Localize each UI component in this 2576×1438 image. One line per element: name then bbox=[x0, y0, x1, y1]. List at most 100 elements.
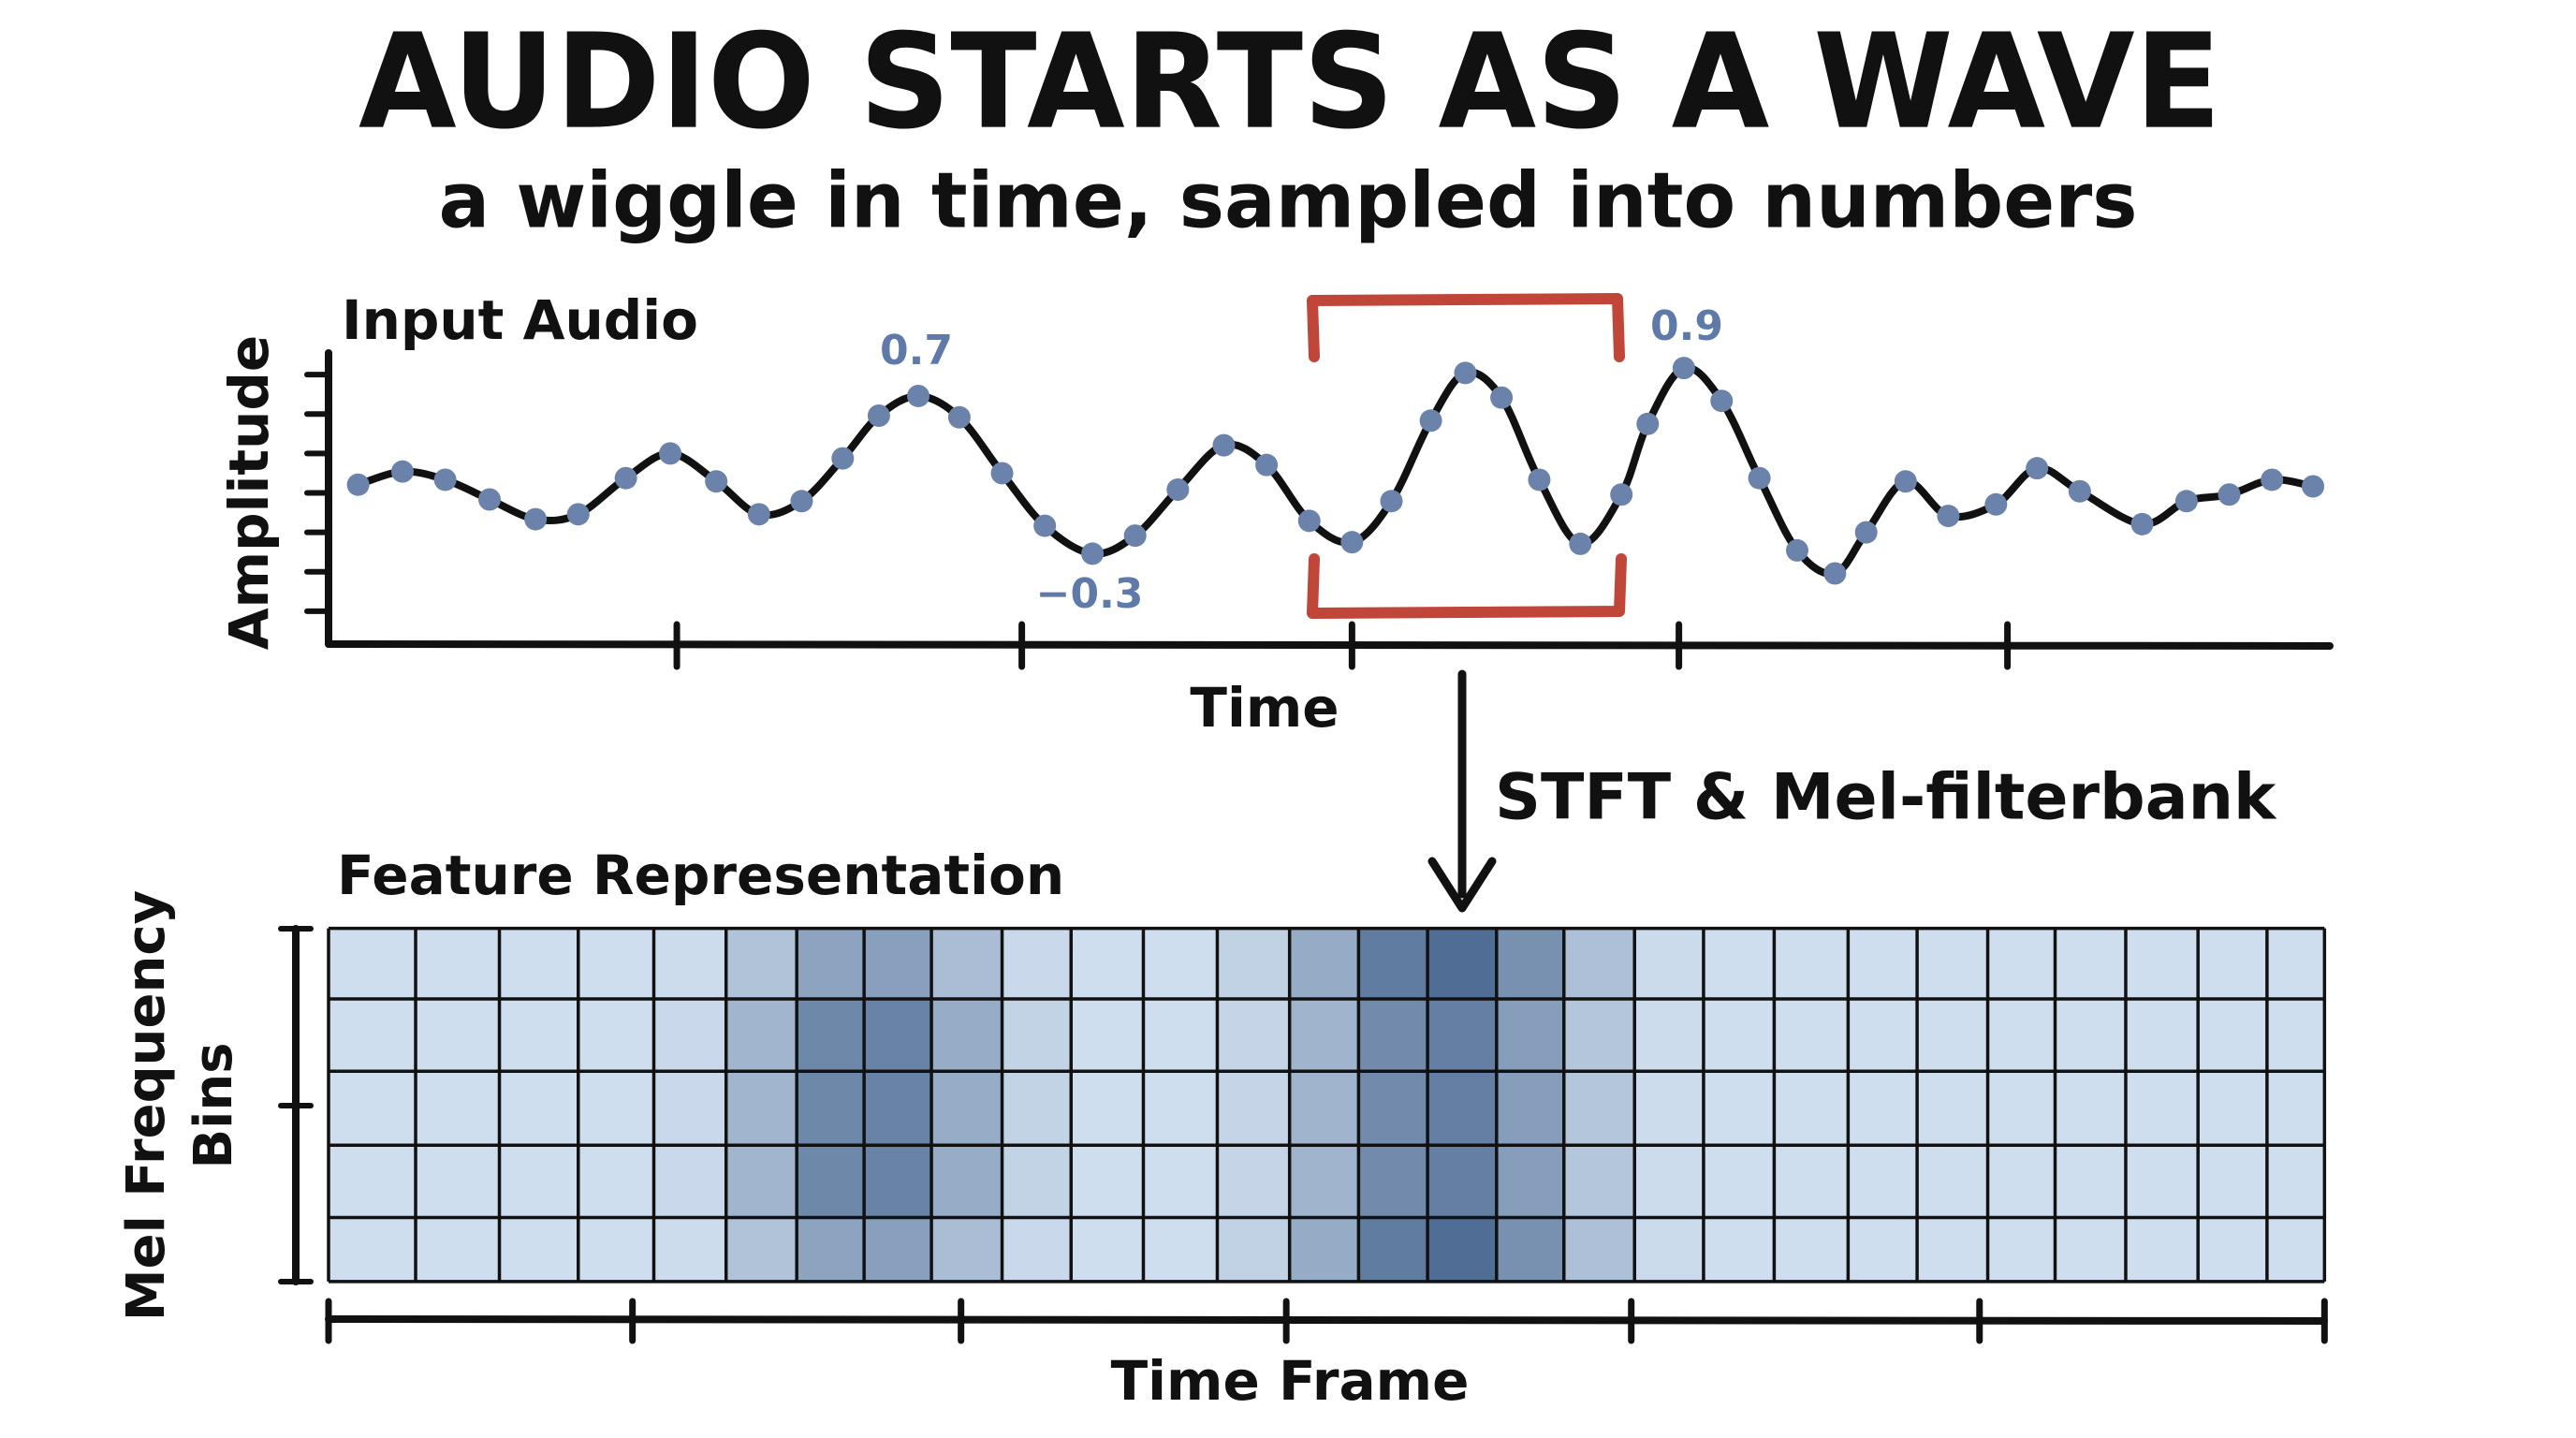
heatmap-cell bbox=[2125, 1145, 2199, 1218]
heatmap-cell bbox=[499, 1145, 578, 1218]
heatmap-cell bbox=[725, 928, 798, 1000]
heatmap-cell bbox=[1563, 928, 1635, 1000]
sample-point bbox=[1984, 492, 2008, 516]
heatmap-cell bbox=[1917, 928, 1988, 1000]
sample-point bbox=[1528, 468, 1551, 492]
sample-point bbox=[2068, 479, 2091, 503]
heatmap-cell bbox=[1427, 928, 1497, 1000]
sample-point bbox=[705, 470, 728, 493]
heatmap-cell bbox=[2125, 1217, 2199, 1282]
heatmap-cell bbox=[1496, 1071, 1564, 1146]
arrow-label: STFT & Mel-filterbank bbox=[1495, 761, 2277, 835]
sample-point bbox=[1380, 490, 1403, 513]
heatmap-cell bbox=[1917, 999, 1988, 1072]
sample-point bbox=[1166, 477, 1190, 501]
title: AUDIO STARTS AS A WAVE bbox=[359, 7, 2221, 159]
heatmap-cell bbox=[864, 1071, 932, 1146]
heatmap-cell bbox=[1217, 1071, 1290, 1146]
heatmap-cell bbox=[1217, 999, 1290, 1072]
heatmap-cell bbox=[864, 999, 932, 1072]
sample-point bbox=[1672, 357, 1695, 380]
sample-point bbox=[867, 404, 890, 428]
y-axis-label: Bins bbox=[183, 1042, 244, 1168]
heatmap-cell bbox=[2266, 1217, 2325, 1282]
heatmap-cell bbox=[1217, 1217, 1290, 1282]
sample-point bbox=[1894, 470, 1917, 493]
heatmap-cell bbox=[1987, 1217, 2056, 1282]
heatmap-cell bbox=[1002, 928, 1072, 1000]
heatmap-cell bbox=[1703, 928, 1775, 1000]
sample-point bbox=[1212, 433, 1236, 457]
peak-annotation: 0.7 bbox=[880, 327, 953, 374]
heatmap-cell bbox=[416, 928, 500, 1000]
heatmap-cell bbox=[653, 1071, 726, 1146]
heatmap-cell bbox=[578, 1145, 654, 1218]
sample-point bbox=[346, 473, 370, 496]
x-axis-label: Time bbox=[1190, 676, 1339, 740]
heatmap-cell bbox=[1987, 1071, 2056, 1146]
heatmap-cell bbox=[1358, 928, 1428, 1000]
heatmap-cell bbox=[1289, 1145, 1359, 1218]
sample-point bbox=[1937, 505, 1960, 528]
arrow-head bbox=[1427, 857, 1497, 913]
heatmap-cell bbox=[1634, 1217, 1704, 1282]
heatmap-cell bbox=[2125, 999, 2199, 1072]
sample-point bbox=[2302, 475, 2325, 498]
window-bracket bbox=[1307, 293, 1625, 362]
heatmap-cell bbox=[416, 999, 500, 1072]
heatmap-cell bbox=[2266, 928, 2325, 1000]
heatmap-cell bbox=[1634, 1071, 1704, 1146]
heatmap-cell bbox=[578, 1217, 654, 1282]
heatmap-cell bbox=[1358, 1071, 1428, 1146]
heatmap-cell bbox=[1563, 1071, 1635, 1146]
sample-point bbox=[2217, 483, 2241, 506]
heatmap-cell bbox=[931, 1145, 1003, 1218]
heatmap-cell bbox=[1987, 1145, 2056, 1218]
heatmap-cell bbox=[1002, 1145, 1072, 1218]
trough-annotation: −0.3 bbox=[1036, 570, 1144, 618]
heatmap-cell bbox=[653, 999, 726, 1072]
sample-point bbox=[1490, 386, 1514, 409]
heatmap-cell bbox=[2055, 1071, 2126, 1146]
heatmap-cell bbox=[499, 1217, 578, 1282]
heatmap-cell bbox=[725, 1145, 798, 1218]
heatmap-cell bbox=[1563, 1217, 1635, 1282]
heatmap-cell bbox=[2055, 1217, 2126, 1282]
heatmap-cell bbox=[1703, 1145, 1775, 1218]
heatmap-cell bbox=[2198, 1071, 2267, 1146]
heatmap-cell bbox=[1774, 928, 1849, 1000]
y-axis-label: Amplitude bbox=[217, 335, 281, 650]
panel-label: Feature Representation bbox=[337, 844, 1064, 907]
sample-point bbox=[1123, 524, 1147, 548]
heatmap-cell bbox=[931, 1217, 1003, 1282]
heatmap-cell bbox=[499, 928, 578, 1000]
heatmap-cell bbox=[1071, 1145, 1144, 1218]
waveform bbox=[357, 363, 2314, 579]
heatmap-cell bbox=[329, 1217, 417, 1282]
sample-point bbox=[1454, 361, 1477, 385]
heatmap-cell bbox=[653, 1217, 726, 1282]
heatmap-cell bbox=[1289, 999, 1359, 1072]
sample-point bbox=[907, 384, 930, 407]
sample-point bbox=[1081, 542, 1105, 565]
sample-point bbox=[1636, 412, 1660, 435]
sample-point bbox=[790, 490, 813, 513]
x-axis bbox=[325, 1315, 2328, 1325]
heatmap-cell bbox=[1563, 1145, 1635, 1218]
heatmap-cell bbox=[725, 999, 798, 1072]
heatmap-cell bbox=[1774, 1145, 1849, 1218]
heatmap-cell bbox=[725, 1217, 798, 1282]
heatmap-cell bbox=[2266, 1145, 2325, 1218]
sample-point bbox=[614, 466, 637, 490]
sample-point bbox=[2026, 457, 2049, 480]
heatmap-cell bbox=[725, 1071, 798, 1146]
sample-point bbox=[566, 503, 590, 526]
heatmap-cell bbox=[2055, 999, 2126, 1072]
sample-point bbox=[1255, 453, 1279, 477]
heatmap-cell bbox=[1917, 1145, 1988, 1218]
heatmap-cell bbox=[931, 999, 1003, 1072]
heatmap-cell bbox=[1634, 1145, 1704, 1218]
heatmap-cell bbox=[1917, 1217, 1988, 1282]
heatmap-cell bbox=[797, 928, 865, 1000]
heatmap-cell bbox=[1496, 928, 1564, 1000]
